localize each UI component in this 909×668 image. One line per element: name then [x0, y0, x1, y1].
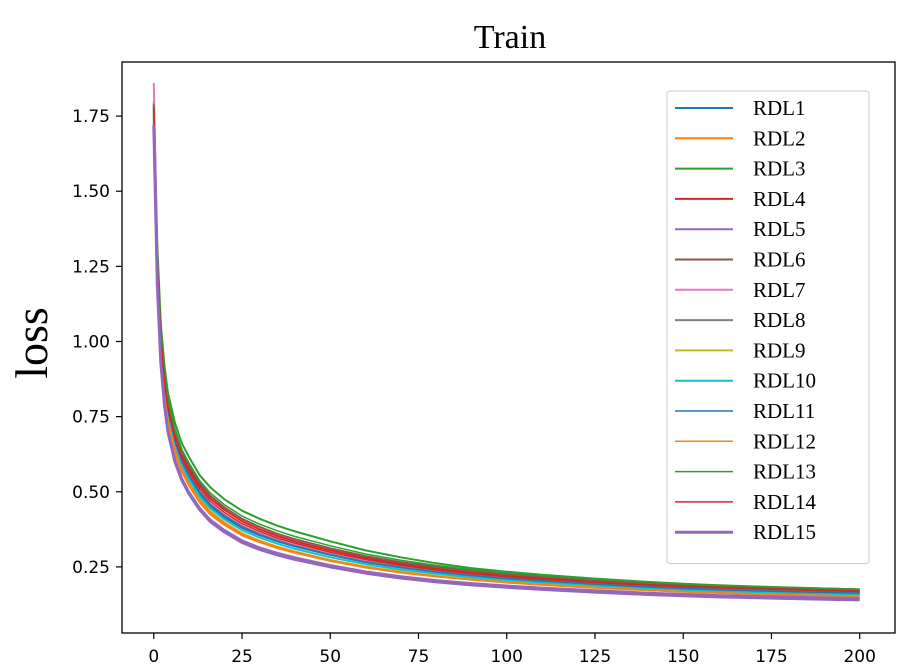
legend-label: RDL8 — [753, 308, 806, 332]
legend-label: RDL9 — [753, 338, 806, 362]
y-tick-label: 1.00 — [72, 332, 110, 352]
legend-label: RDL13 — [753, 460, 816, 484]
plot-area-frame — [121, 61, 896, 634]
y-tick-label: 1.25 — [72, 257, 110, 277]
x-tick-label: 75 — [408, 647, 430, 667]
series-line-15 — [152, 125, 860, 602]
legend-label: RDL1 — [753, 96, 806, 120]
legend-label: RDL15 — [753, 520, 816, 544]
legend: RDL1 RDL2 RDL3 RDL4 RDL5 RDL6 RDL7 RDL8 RDL9 RDL1… — [666, 90, 870, 564]
series-line-14 — [153, 107, 860, 593]
y-tick-label: 0.25 — [72, 558, 110, 578]
x-tick-label: 0 — [148, 647, 159, 667]
series-line-13 — [153, 104, 860, 591]
y-tick-label: 0.75 — [72, 408, 110, 428]
y-axis-label: loss — [6, 307, 57, 379]
legend-label: RDL3 — [753, 157, 806, 181]
y-tick-label: 1.75 — [72, 107, 110, 127]
legend-label: RDL7 — [753, 278, 806, 302]
x-tick-label: 125 — [579, 647, 611, 667]
y-axis: 0.25 0.50 0.75 1.00 1.25 1.50 1.75 — [72, 107, 122, 578]
x-tick-label: 200 — [843, 647, 875, 667]
x-tick-label: 50 — [319, 647, 341, 667]
x-tick-label: 150 — [667, 647, 699, 667]
y-tick-label: 1.50 — [72, 182, 110, 202]
x-tick-label: 25 — [231, 647, 253, 667]
y-tick-label: 0.50 — [72, 483, 110, 503]
legend-box — [666, 90, 870, 564]
legend-label: RDL11 — [753, 399, 815, 423]
legend-label: RDL5 — [753, 217, 806, 241]
legend-label: RDL10 — [753, 369, 816, 393]
legend-label: RDL6 — [753, 248, 806, 272]
legend-label: RDL12 — [753, 429, 816, 453]
series-line-12 — [153, 116, 860, 598]
legend-label: RDL2 — [753, 126, 806, 150]
x-tick-label: 100 — [491, 647, 523, 667]
x-tick-label: 175 — [755, 647, 787, 667]
legend-label: RDL14 — [753, 490, 817, 514]
x-axis: 0 25 50 75 100 125 150 175 200 — [148, 633, 876, 667]
series-lines — [152, 82, 860, 602]
chart-title: Train — [474, 19, 546, 56]
legend-label: RDL4 — [753, 187, 806, 211]
